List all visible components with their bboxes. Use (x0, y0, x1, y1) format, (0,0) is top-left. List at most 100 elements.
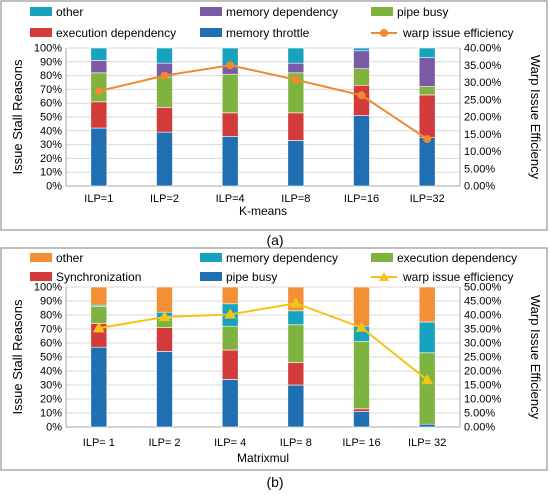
chart-a-bar-pipe-busy (221, 73, 239, 114)
chart-a-y-tick-label: 90% (40, 56, 62, 68)
chart-a-bar-memory-throttle (353, 115, 370, 187)
chart-a-y2-tick-label: 20.00% (464, 112, 502, 124)
chart-b-x-tick-label: ILP= 8 (280, 437, 312, 449)
chart-a-y2-tick-label: 5.00% (464, 163, 495, 175)
chart-b-bar-other (418, 286, 436, 323)
chart-a-bar-other (156, 47, 173, 64)
chart-b-x-tick-label: ILP= 32 (408, 437, 446, 449)
chart-b-efficiency-point (421, 373, 434, 385)
chart-a-y-tick-label: 10% (40, 167, 62, 179)
chart-b-legend-swatch (200, 272, 222, 281)
chart-b-bar-pipe-busy (353, 411, 370, 428)
chart-a-y2-label: Warp Issue Efficiency (528, 55, 543, 180)
chart-b-y-tick-label: 10% (40, 408, 62, 420)
chart-b-legend-marker (379, 272, 389, 281)
chart-b-bar-other (221, 286, 239, 305)
chart-b-y-tick-label: 30% (40, 380, 62, 392)
chart-a-efficiency-point (423, 135, 432, 144)
chart-b-bar-execution-dependency (418, 352, 436, 425)
chart-b-bar-synchronization (156, 327, 173, 352)
chart-b-x-tick-label: ILP= 4 (214, 437, 246, 449)
chart-b-legend-label: execution dependency (397, 251, 517, 265)
chart-a-legend-label: memory throttle (226, 26, 310, 40)
chart-b-bar-other (353, 286, 370, 327)
chart-a-y-tick-label: 70% (40, 84, 62, 96)
chart-b-legend-label: warp issue efficiency (402, 270, 514, 284)
chart-a-bar-execution-dependency (221, 112, 239, 137)
chart-a-legend-label: memory dependency (226, 5, 338, 19)
chart-b-y2-tick-label: 40.00% (464, 310, 502, 322)
chart-b-y2-tick-label: 30.00% (464, 338, 502, 350)
chart-a-bar-pipe-busy (418, 86, 436, 96)
chart-a: 0% 10% 20% 30% 40%50% 60% 70% 80% 90%100% 0.00% 5.… (10, 5, 543, 218)
chart-b-bar-synchronization (221, 349, 239, 380)
chart-a-efficiency-line (98, 64, 428, 140)
chart-b-x-tick-label: ILP= 1 (83, 437, 115, 449)
chart-b-bar-synchronization (287, 362, 305, 386)
chart-b-y-tick-label: 60% (40, 338, 62, 350)
chart-a-y-tick-label: 40% (40, 125, 62, 137)
chart-a-bar-memory-dependency (418, 57, 436, 87)
chart-b-legend-label: memory dependency (226, 251, 338, 265)
chart-b-legend-label: Synchronization (56, 270, 141, 284)
chart-a-x-tick-label: ILP=8 (281, 193, 310, 205)
chart-a-subcaption: (a) (266, 232, 283, 248)
chart-a-bar-memory-throttle (418, 137, 436, 187)
chart-a-bar-execution-dependency (90, 101, 108, 129)
chart-b-y2-tick-label: 45.00% (464, 296, 502, 308)
chart-a-y-tick-label: 0% (46, 181, 62, 193)
chart-a-legend-label: execution dependency (56, 26, 176, 40)
chart-a-y2-tick-label: 25.00% (464, 94, 502, 106)
chart-a-legend-label: warp issue efficiency (402, 26, 514, 40)
chart-a-x-tick-label: ILP=2 (150, 193, 179, 205)
chart-a-x-tick-label: ILP=4 (216, 193, 245, 205)
chart-a-bar-memory-throttle (287, 140, 305, 187)
chart-a-y-tick-label: 80% (40, 70, 62, 82)
chart-a-y2-tick-label: 0.00% (464, 181, 495, 193)
chart-b-legend-swatch (200, 253, 222, 262)
chart-a-y2-tick-label: 35.00% (464, 60, 502, 72)
chart-a-bar-execution-dependency (287, 112, 305, 141)
chart-a-efficiency-point (291, 75, 300, 84)
chart-b-bar-execution-dependency (353, 341, 370, 410)
chart-a-bar-execution-dependency (353, 84, 370, 116)
chart-a-x-tick-label: ILP=1 (84, 193, 113, 205)
chart-a-bar-memory-throttle (221, 136, 239, 187)
chart-a-bar-pipe-busy (156, 76, 173, 108)
chart-b-x-label: Matrixmul (237, 451, 289, 465)
chart-a-x-tick-label: ILP=16 (344, 193, 379, 205)
chart-b-bar-execution-dependency (287, 324, 305, 363)
chart-a-y-label: Issue Stall Reasons (10, 59, 25, 174)
chart-a-y2-tick-label: 40.00% (464, 43, 502, 55)
chart-a-bar-memory-dependency (353, 50, 370, 69)
chart-b-y2-tick-label: 5.00% (464, 408, 495, 420)
chart-b-y-tick-label: 40% (40, 366, 62, 378)
chart-a-y-tick-label: 30% (40, 139, 62, 151)
chart-b-bar-execution-dependency (221, 325, 239, 351)
chart-a-efficiency-point (357, 91, 366, 100)
chart-a-bar-memory-throttle (90, 127, 108, 187)
chart-a-legend-swatch (30, 7, 52, 16)
chart-a-legend-swatch (200, 28, 222, 37)
chart-b-bar-synchronization (353, 408, 370, 412)
chart-b-y-tick-label: 70% (40, 324, 62, 336)
chart-b-efficiency-point (289, 297, 302, 308)
chart-a-bar-other (90, 47, 108, 61)
chart-b-bar-pipe-busy (287, 384, 305, 428)
chart-b-legend-swatch (30, 272, 52, 281)
chart-b-bar-memory-dependency (287, 310, 305, 326)
chart-b-y2-tick-label: 50.00% (464, 282, 502, 294)
chart-b-bar-execution-dependency (90, 306, 108, 324)
chart-a-efficiency-point (160, 71, 169, 80)
chart-a-efficiency-point (226, 61, 235, 70)
chart-a-y2-tick-label: 30.00% (464, 77, 502, 89)
chart-a-y2-tick-label: 15.00% (464, 129, 502, 141)
chart-a-legend-label: other (56, 5, 83, 19)
chart-b-y2-label: Warp Issue Efficiency (528, 295, 543, 420)
chart-a-legend-label: pipe busy (397, 5, 448, 19)
chart-b-bar-memory-dependency (418, 321, 436, 354)
chart-a-legend-swatch (30, 28, 52, 37)
chart-b-y2-tick-label: 35.00% (464, 324, 502, 336)
